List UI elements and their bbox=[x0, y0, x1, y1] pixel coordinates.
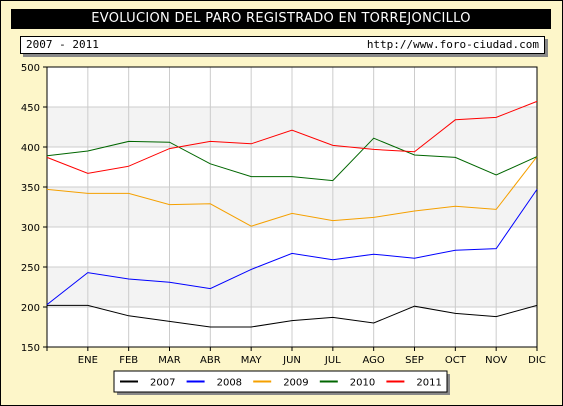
x-tick-label: MAR bbox=[158, 355, 180, 366]
y-tick-label: 500 bbox=[21, 63, 40, 74]
series-line-2011 bbox=[46, 100, 538, 174]
website-link[interactable]: http://www.foro-ciudad.com bbox=[366, 38, 539, 51]
info-bar: 2007 - 2011 http://www.foro-ciudad.com bbox=[20, 36, 545, 54]
period-label: 2007 - 2011 bbox=[26, 38, 99, 51]
series-line-2010 bbox=[46, 137, 538, 182]
x-tick-label: AGO bbox=[363, 355, 385, 366]
series-line-2008 bbox=[46, 189, 538, 305]
y-tick-label: 350 bbox=[21, 183, 40, 194]
y-tick-label: 400 bbox=[21, 143, 40, 154]
legend-label-2010: 2010 bbox=[350, 378, 375, 389]
plot-border bbox=[46, 66, 538, 348]
x-tick-label: NOV bbox=[485, 355, 507, 366]
legend bbox=[113, 370, 448, 393]
legend-label-2011: 2011 bbox=[416, 378, 441, 389]
x-tick-label: OCT bbox=[445, 355, 467, 366]
x-tick-label: FEB bbox=[119, 355, 138, 366]
y-tick-label: 450 bbox=[21, 103, 40, 114]
series-line-2007 bbox=[47, 304, 538, 328]
y-tick-label: 200 bbox=[21, 303, 40, 314]
x-tick-label: DIC bbox=[528, 355, 546, 366]
legend-label-2009: 2009 bbox=[283, 378, 308, 389]
chart-title: EVOLUCION DEL PARO REGISTRADO EN TORREJO… bbox=[11, 9, 551, 29]
legend-label-2007: 2007 bbox=[150, 378, 175, 389]
y-tick-label: 250 bbox=[21, 263, 40, 274]
x-tick-label: ENE bbox=[78, 355, 98, 366]
x-tick-label: MAY bbox=[241, 355, 263, 366]
y-tick-label: 300 bbox=[21, 223, 40, 234]
y-tick-label: 150 bbox=[21, 343, 40, 354]
x-tick-label: JUL bbox=[324, 355, 341, 366]
x-tick-label: JUN bbox=[282, 355, 301, 366]
series-line-2009 bbox=[46, 156, 538, 227]
legend-label-2008: 2008 bbox=[217, 378, 242, 389]
x-tick-label: ABR bbox=[200, 355, 221, 366]
x-tick-label: SEP bbox=[405, 355, 424, 366]
